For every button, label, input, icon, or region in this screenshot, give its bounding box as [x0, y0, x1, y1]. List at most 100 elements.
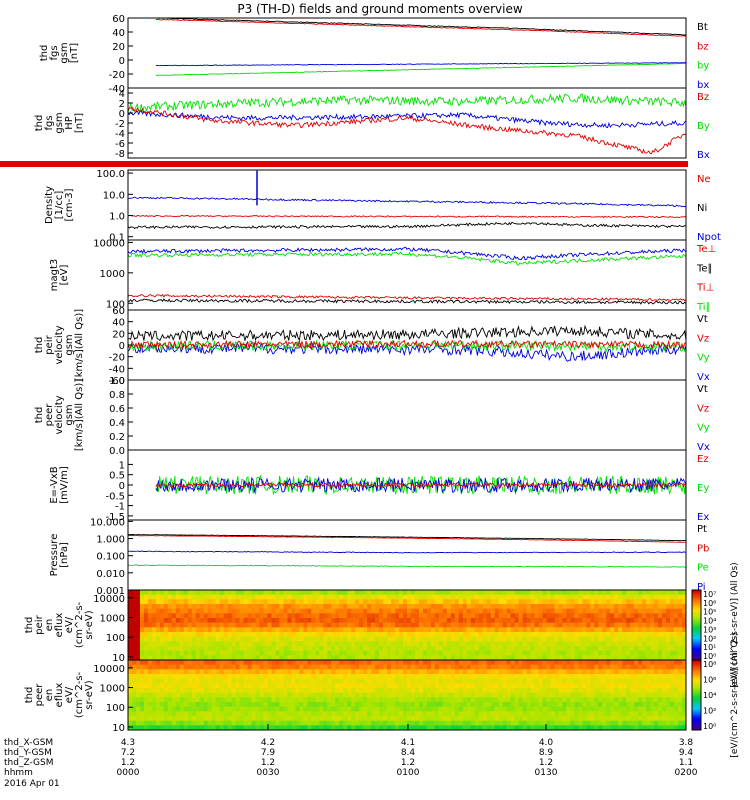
spectrogram-cell: [128, 604, 133, 610]
spectrogram-cell: [255, 678, 261, 684]
spectrogram-cell: [610, 711, 615, 717]
spectrogram-cell: [139, 636, 145, 642]
spectrogram-cell: [195, 590, 201, 596]
spectrogram-cell: [219, 622, 225, 628]
spectrogram-cell: [586, 664, 591, 670]
spectrogram-cell: [566, 725, 572, 730]
spectrogram-cell: [251, 664, 257, 670]
spectrogram-cell: [642, 618, 647, 624]
spectrogram-cell: [167, 622, 173, 628]
spectrogram-cell: [367, 608, 372, 614]
spectrogram-cell: [502, 683, 508, 689]
spectrogram-cell: [339, 622, 344, 628]
spectrogram-cell: [311, 706, 316, 712]
spectrogram-cell: [658, 604, 663, 610]
spectrogram-cell: [383, 697, 388, 703]
spectrogram-cell: [626, 678, 631, 684]
spectrogram-cell: [442, 711, 448, 717]
spectrogram-cell: [442, 650, 448, 656]
spectrogram-cell: [247, 702, 253, 708]
spectrogram-cell: [626, 604, 631, 610]
spectrogram-cell: [263, 683, 269, 689]
spectrogram-cell: [658, 706, 663, 712]
y-axis-label-line: eflux: [54, 613, 65, 638]
spectrogram-cell: [147, 627, 153, 633]
spectrogram-cell: [458, 688, 464, 694]
spectrogram-cell: [558, 599, 564, 605]
spectrogram-cell: [247, 604, 253, 610]
spectrogram-cell: [199, 641, 205, 647]
spectrogram-cell: [303, 636, 308, 642]
spectrogram-cell: [430, 608, 436, 614]
spectrogram-cell: [139, 706, 145, 712]
spectrogram-cell: [263, 590, 269, 596]
spectrogram-cell: [522, 720, 528, 726]
spectrogram-cell: [167, 632, 173, 638]
spectrogram-cell: [578, 618, 583, 624]
spectrogram-cell: [311, 646, 316, 652]
y-axis-label-line: gsm: [64, 334, 75, 355]
y-tick-label: 0: [119, 56, 125, 67]
spectrogram-cell: [558, 678, 564, 684]
spectrogram-cell: [506, 632, 512, 638]
series-group: [128, 533, 686, 568]
spectrogram-cell: [303, 683, 308, 689]
spectrogram-cell: [359, 613, 364, 619]
colorbar-segment: [692, 632, 701, 635]
spectrogram-cell: [570, 674, 575, 680]
spectrogram-cell: [131, 594, 137, 600]
spectrogram-cell: [678, 636, 683, 642]
spectrogram-cell: [682, 627, 686, 633]
spectrogram-cell: [303, 594, 308, 600]
spectrogram-cell: [183, 608, 189, 614]
spectrogram-cell: [351, 590, 356, 596]
spectrogram-cell: [155, 618, 161, 624]
spectrogram-cell: [128, 664, 133, 670]
spectrogram-cell: [371, 608, 376, 614]
spectrogram-cell: [211, 627, 217, 633]
spectrogram-cell: [638, 692, 643, 698]
spectrogram-cell: [518, 716, 524, 722]
spectrogram-cell: [502, 608, 508, 614]
spectrogram-cell: [458, 599, 464, 605]
colorbar-segment: [692, 595, 701, 598]
spectrogram-cell: [414, 608, 420, 614]
y-tick-label: -4: [115, 129, 125, 140]
spectrogram-cell: [395, 692, 400, 698]
colorbar-segment: [692, 611, 701, 614]
spectrogram-cell: [598, 655, 603, 660]
spectrogram-cell: [454, 650, 460, 656]
spectrogram-cell: [606, 725, 611, 730]
spectrogram-cell: [295, 683, 300, 689]
spectrogram-cell: [602, 702, 607, 708]
spectrogram-cell: [454, 678, 460, 684]
spectrogram-cell: [450, 697, 456, 703]
spectrogram-cell: [554, 622, 560, 628]
spectrogram-cell: [554, 618, 560, 624]
spectrogram-cell: [618, 702, 623, 708]
spectrogram-cell: [542, 641, 548, 647]
spectrogram-cell: [506, 636, 512, 642]
spectrogram-cell: [135, 692, 141, 698]
spectrogram-cell: [155, 660, 161, 666]
spectrogram-cell: [510, 702, 516, 708]
series-Bx-line: [128, 110, 686, 129]
spectrogram-cell: [279, 655, 285, 660]
spectrogram-cell: [450, 613, 456, 619]
spectrogram-cell: [227, 678, 233, 684]
spectrogram-cell: [474, 711, 480, 717]
spectrogram-cell: [454, 725, 460, 730]
spectrogram-cell: [546, 608, 552, 614]
spectrogram-cell: [303, 627, 308, 633]
spectrogram-cell: [231, 618, 237, 624]
spectrogram-cell: [578, 678, 583, 684]
spectrogram-cell: [542, 618, 548, 624]
spectrogram-cell: [259, 683, 265, 689]
spectrogram-cell: [347, 590, 352, 596]
spectrogram-cell: [139, 613, 145, 619]
spectrogram-cell: [574, 678, 579, 684]
spectrogram-cell: [650, 636, 655, 642]
spectrogram-cell: [291, 590, 296, 596]
spectrogram-cell: [207, 669, 213, 675]
spectrogram-cell: [634, 664, 639, 670]
